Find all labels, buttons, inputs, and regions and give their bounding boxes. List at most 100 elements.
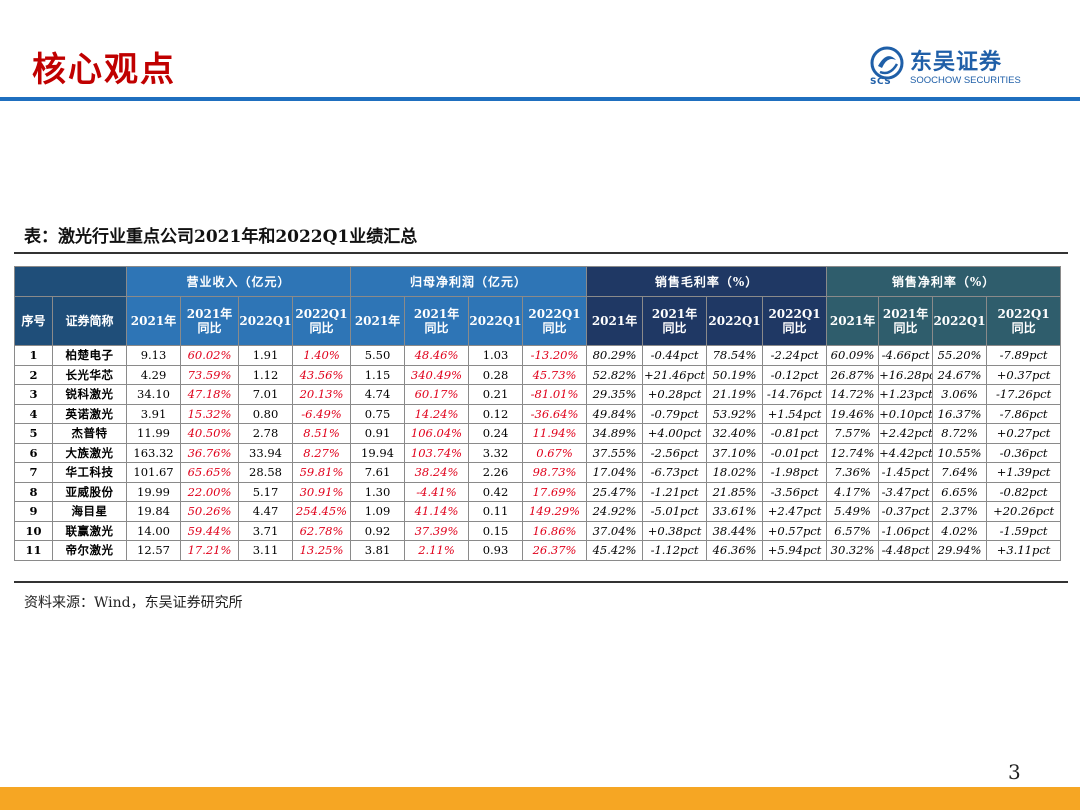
table-cell: -2.24pct — [762, 345, 828, 366]
source-note: 资料来源：Wind，东吴证券研究所 — [24, 595, 243, 611]
col-header-line2: 同比 — [542, 321, 567, 335]
group-header-net-margin: 销售净利率（%） — [826, 266, 1062, 297]
table-cell: 0.93 — [468, 540, 524, 561]
soochow-logo-icon — [870, 46, 904, 80]
table-cell: 1.09 — [350, 501, 406, 522]
table-cell: 17.04% — [586, 462, 644, 483]
table-cell: 0.42 — [468, 481, 524, 502]
table-cell: 1.91 — [238, 345, 293, 366]
table-cell: 340.49% — [404, 364, 470, 385]
table-cell: 1.12 — [238, 364, 293, 385]
group-header-net-profit: 归母净利润（亿元） — [350, 266, 588, 297]
col-header-line1: 2021年 — [651, 307, 698, 321]
table-cell: 20.13% — [291, 384, 352, 405]
col-header-q1-yoy: 2022Q1 同比 — [986, 296, 1062, 346]
table-cell: 5.50 — [350, 345, 406, 366]
col-header-line2: 同比 — [893, 321, 918, 335]
table-cell: 78.54% — [706, 345, 764, 366]
table-bottom-divider — [14, 581, 1068, 583]
table-cell: +0.27pct — [986, 423, 1062, 444]
table-cell: +2.42pct — [878, 423, 934, 444]
col-header-2021: 2021年 — [826, 296, 880, 346]
row-seq: 9 — [14, 501, 53, 522]
table-cell: 0.12 — [468, 403, 524, 424]
table-cell: 73.59% — [180, 364, 239, 385]
col-header-line1: 2021年 — [882, 307, 929, 321]
table-cell: 21.19% — [706, 384, 764, 405]
table-cell: 49.84% — [586, 403, 644, 424]
table-cell: 60.17% — [404, 384, 470, 405]
table-cell: -13.20% — [522, 345, 588, 366]
table-cell: -3.47pct — [878, 481, 934, 502]
col-header-2021-yoy: 2021年 同比 — [642, 296, 708, 346]
row-company-name: 联赢激光 — [52, 520, 127, 541]
table-cell: 0.92 — [350, 520, 406, 541]
table-cell: 41.14% — [404, 501, 470, 522]
table-cell: 38.44% — [706, 520, 764, 541]
table-cell: 37.04% — [586, 520, 644, 541]
table-cell: 60.02% — [180, 345, 239, 366]
table-cell: 29.35% — [586, 384, 644, 405]
table-cell: +4.00pct — [642, 423, 708, 444]
table-cell: 28.58 — [238, 462, 293, 483]
col-header-line2: 同比 — [309, 321, 334, 335]
row-seq: 11 — [14, 540, 53, 561]
table-cell: 26.37% — [522, 540, 588, 561]
table-cell: 254.45% — [291, 501, 352, 522]
table-cell: -5.01pct — [642, 501, 708, 522]
table-cell: +2.47pct — [762, 501, 828, 522]
table-cell: -0.82pct — [986, 481, 1062, 502]
table-cell: 12.57 — [126, 540, 181, 561]
table-cell: 53.92% — [706, 403, 764, 424]
table-cell: -4.66pct — [878, 345, 934, 366]
table-cell: 80.29% — [586, 345, 644, 366]
table-cell: 52.82% — [586, 364, 644, 385]
table-row: 3 锐科激光 34.10 47.18% 7.01 20.13% 4.74 60.17% 0.21… — [14, 384, 1062, 405]
table-cell: 32.40% — [706, 423, 764, 444]
table-cell: -2.56pct — [642, 442, 708, 463]
table-cell: 33.94 — [238, 442, 293, 463]
table-cell: 33.61% — [706, 501, 764, 522]
col-header-q1-yoy: 2022Q1 同比 — [522, 296, 588, 346]
table-cell: +0.10pct — [878, 403, 934, 424]
row-seq: 10 — [14, 520, 53, 541]
col-header-line2: 同比 — [662, 321, 687, 335]
table-cell: 47.18% — [180, 384, 239, 405]
table-row: 10 联赢激光 14.00 59.44% 3.71 62.78% 0.92 37.39% 0.1… — [14, 520, 1062, 541]
header-blank — [14, 266, 127, 297]
footer-bar — [0, 787, 1080, 810]
table-cell: 2.26 — [468, 462, 524, 483]
logo-english-name: SOOCHOW SECURITIES — [910, 75, 1021, 86]
table-cell: -1.21pct — [642, 481, 708, 502]
table-cell: 0.24 — [468, 423, 524, 444]
table-cell: 0.75 — [350, 403, 406, 424]
col-header-line1: 2022Q1 — [528, 307, 581, 321]
table-cell: -4.41% — [404, 481, 470, 502]
table-cell: 101.67 — [126, 462, 181, 483]
table-cell: 40.50% — [180, 423, 239, 444]
title-divider — [0, 97, 1080, 101]
col-header-q1: 2022Q1 — [468, 296, 524, 346]
table-cell: 3.06% — [932, 384, 988, 405]
table-cell: 30.32% — [826, 540, 880, 561]
row-seq: 4 — [14, 403, 53, 424]
table-cell: 29.94% — [932, 540, 988, 561]
table-cell: -0.36pct — [986, 442, 1062, 463]
table-cell: 37.10% — [706, 442, 764, 463]
col-header-line2: 同比 — [424, 321, 449, 335]
table-cell: 17.21% — [180, 540, 239, 561]
row-seq: 3 — [14, 384, 53, 405]
table-cell: 3.11 — [238, 540, 293, 561]
performance-table: 营业收入（亿元） 归母净利润（亿元） 销售毛利率（%） 销售净利率（%） 序号 … — [14, 266, 1062, 561]
table-cell: -1.06pct — [878, 520, 934, 541]
page-number: 3 — [1008, 760, 1021, 784]
table-cell: 3.71 — [238, 520, 293, 541]
table-cell: -14.76pct — [762, 384, 828, 405]
table-cell: 8.27% — [291, 442, 352, 463]
col-header-2021: 2021年 — [350, 296, 406, 346]
col-header-2021: 2021年 — [586, 296, 644, 346]
table-cell: 3.81 — [350, 540, 406, 561]
table-row: 9 海目星 19.84 50.26% 4.47 254.45% 1.09 41.14% 0.11… — [14, 501, 1062, 522]
table-cell: 9.13 — [126, 345, 181, 366]
table-cell: -81.01% — [522, 384, 588, 405]
